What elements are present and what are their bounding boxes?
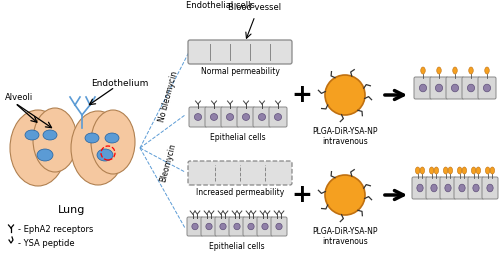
Ellipse shape [242, 114, 250, 120]
FancyBboxPatch shape [269, 107, 287, 127]
Text: - YSA peptide: - YSA peptide [18, 239, 74, 248]
Ellipse shape [194, 114, 202, 120]
Ellipse shape [10, 110, 66, 186]
Ellipse shape [226, 114, 234, 120]
Ellipse shape [206, 223, 212, 230]
Circle shape [325, 175, 365, 215]
Text: Normal permeability: Normal permeability [200, 67, 280, 76]
FancyBboxPatch shape [237, 107, 255, 127]
Text: Blood vessel: Blood vessel [228, 3, 281, 12]
FancyBboxPatch shape [257, 217, 273, 236]
Ellipse shape [421, 67, 425, 74]
FancyBboxPatch shape [446, 77, 464, 99]
Ellipse shape [97, 149, 113, 161]
Text: Increased permeability: Increased permeability [196, 188, 284, 197]
FancyBboxPatch shape [454, 177, 470, 199]
Text: No bleomycin: No bleomycin [157, 70, 179, 123]
FancyBboxPatch shape [426, 177, 442, 199]
Ellipse shape [436, 84, 442, 92]
Ellipse shape [430, 167, 434, 174]
Text: Bleomycin: Bleomycin [158, 143, 178, 183]
Ellipse shape [192, 223, 198, 230]
Ellipse shape [462, 167, 466, 174]
Ellipse shape [33, 108, 77, 172]
FancyBboxPatch shape [468, 177, 484, 199]
Ellipse shape [25, 130, 39, 140]
Text: +: + [292, 83, 312, 107]
FancyBboxPatch shape [253, 107, 271, 127]
FancyBboxPatch shape [243, 217, 259, 236]
Ellipse shape [452, 84, 458, 92]
Ellipse shape [416, 167, 420, 174]
FancyBboxPatch shape [440, 177, 456, 199]
Ellipse shape [437, 67, 442, 74]
Ellipse shape [444, 167, 448, 174]
Ellipse shape [85, 133, 99, 143]
Ellipse shape [210, 114, 218, 120]
Text: Endothelium: Endothelium [92, 78, 148, 87]
Ellipse shape [248, 223, 254, 230]
Ellipse shape [262, 223, 268, 230]
Ellipse shape [490, 167, 494, 174]
Ellipse shape [71, 111, 125, 185]
FancyBboxPatch shape [189, 107, 207, 127]
Ellipse shape [476, 167, 480, 174]
Ellipse shape [258, 114, 266, 120]
FancyBboxPatch shape [201, 217, 217, 236]
Ellipse shape [276, 223, 282, 230]
FancyBboxPatch shape [482, 177, 498, 199]
FancyBboxPatch shape [188, 161, 292, 185]
FancyBboxPatch shape [478, 77, 496, 99]
Text: Lung: Lung [58, 205, 86, 215]
Ellipse shape [434, 167, 438, 174]
Text: +: + [292, 183, 312, 207]
Ellipse shape [486, 167, 490, 174]
Ellipse shape [431, 184, 437, 192]
Ellipse shape [448, 167, 452, 174]
Ellipse shape [484, 84, 490, 92]
Text: PLGA-DiR-YSA-NP
intravenous: PLGA-DiR-YSA-NP intravenous [312, 127, 378, 147]
Ellipse shape [43, 130, 57, 140]
FancyBboxPatch shape [430, 77, 448, 99]
Circle shape [325, 75, 365, 115]
FancyBboxPatch shape [221, 107, 239, 127]
Ellipse shape [468, 84, 474, 92]
Ellipse shape [469, 67, 473, 74]
Text: - EphA2 receptors: - EphA2 receptors [18, 225, 94, 234]
Ellipse shape [420, 84, 426, 92]
Ellipse shape [458, 167, 462, 174]
Ellipse shape [37, 149, 53, 161]
Ellipse shape [473, 184, 479, 192]
Ellipse shape [472, 167, 476, 174]
Text: PLGA-DiR-YSA-NP
intravenous: PLGA-DiR-YSA-NP intravenous [312, 227, 378, 246]
Ellipse shape [453, 67, 457, 74]
Ellipse shape [274, 114, 281, 120]
Ellipse shape [445, 184, 451, 192]
FancyBboxPatch shape [215, 217, 231, 236]
Text: Epithelial cells: Epithelial cells [209, 242, 265, 251]
FancyBboxPatch shape [271, 217, 287, 236]
Ellipse shape [420, 167, 424, 174]
Ellipse shape [234, 223, 240, 230]
Ellipse shape [91, 110, 135, 174]
FancyBboxPatch shape [229, 217, 245, 236]
FancyBboxPatch shape [412, 177, 428, 199]
Text: Alveoli: Alveoli [5, 92, 33, 101]
Ellipse shape [105, 133, 119, 143]
FancyBboxPatch shape [188, 40, 292, 64]
Ellipse shape [220, 223, 226, 230]
Ellipse shape [459, 184, 465, 192]
FancyBboxPatch shape [205, 107, 223, 127]
Text: Endothelial cells: Endothelial cells [186, 1, 254, 10]
Ellipse shape [485, 67, 489, 74]
FancyBboxPatch shape [414, 77, 432, 99]
FancyBboxPatch shape [187, 217, 203, 236]
FancyBboxPatch shape [462, 77, 480, 99]
Ellipse shape [487, 184, 493, 192]
Text: Epithelial cells: Epithelial cells [210, 133, 266, 142]
Ellipse shape [417, 184, 423, 192]
